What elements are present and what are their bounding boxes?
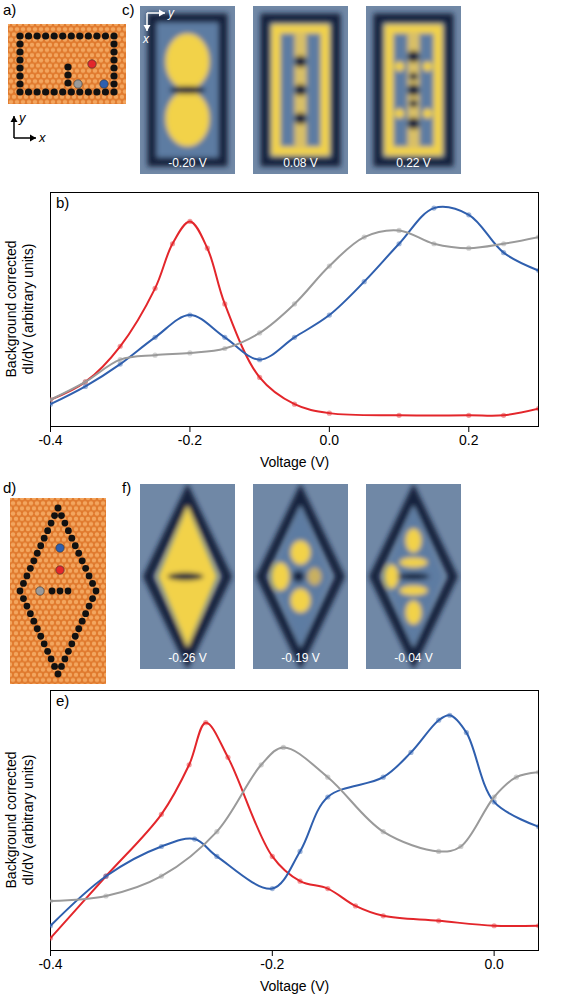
svg-text:0.0: 0.0 <box>320 432 340 448</box>
svg-text:-0.4: -0.4 <box>38 432 62 448</box>
svg-text:0.22 V: 0.22 V <box>396 156 431 170</box>
svg-text:y: y <box>18 110 27 125</box>
html-text:f): f) <box>122 479 132 496</box>
svg-text:x: x <box>38 130 46 145</box>
svg-text:Background correcteddI/dV (arb: Background correcteddI/dV (arbitrary uni… <box>3 752 36 889</box>
svg-text:Voltage (V): Voltage (V) <box>260 978 329 994</box>
svg-text:0.08 V: 0.08 V <box>283 156 318 170</box>
html-text:c): c) <box>122 1 135 18</box>
html-text:a): a) <box>3 1 17 18</box>
svg-text:Background correcteddI/dV (arb: Background correcteddI/dV (arbitrary uni… <box>3 241 36 378</box>
svg-text:Voltage (V): Voltage (V) <box>260 454 329 470</box>
html-text:b): b) <box>56 194 70 211</box>
svg-text:0.2: 0.2 <box>459 432 479 448</box>
html-text:d): d) <box>3 479 17 496</box>
svg-text:y: y <box>167 6 175 20</box>
svg-text:x: x <box>142 32 150 46</box>
svg-text:0.0: 0.0 <box>484 956 504 972</box>
svg-text:-0.4: -0.4 <box>38 956 62 972</box>
svg-text:-0.04 V: -0.04 V <box>394 651 433 665</box>
svg-text:-0.2: -0.2 <box>260 956 284 972</box>
html-text:e): e) <box>56 692 70 709</box>
svg-text:-0.20 V: -0.20 V <box>168 156 207 170</box>
svg-text:-0.2: -0.2 <box>178 432 202 448</box>
svg-text:-0.26 V: -0.26 V <box>168 651 207 665</box>
svg-text:-0.19 V: -0.19 V <box>281 651 320 665</box>
